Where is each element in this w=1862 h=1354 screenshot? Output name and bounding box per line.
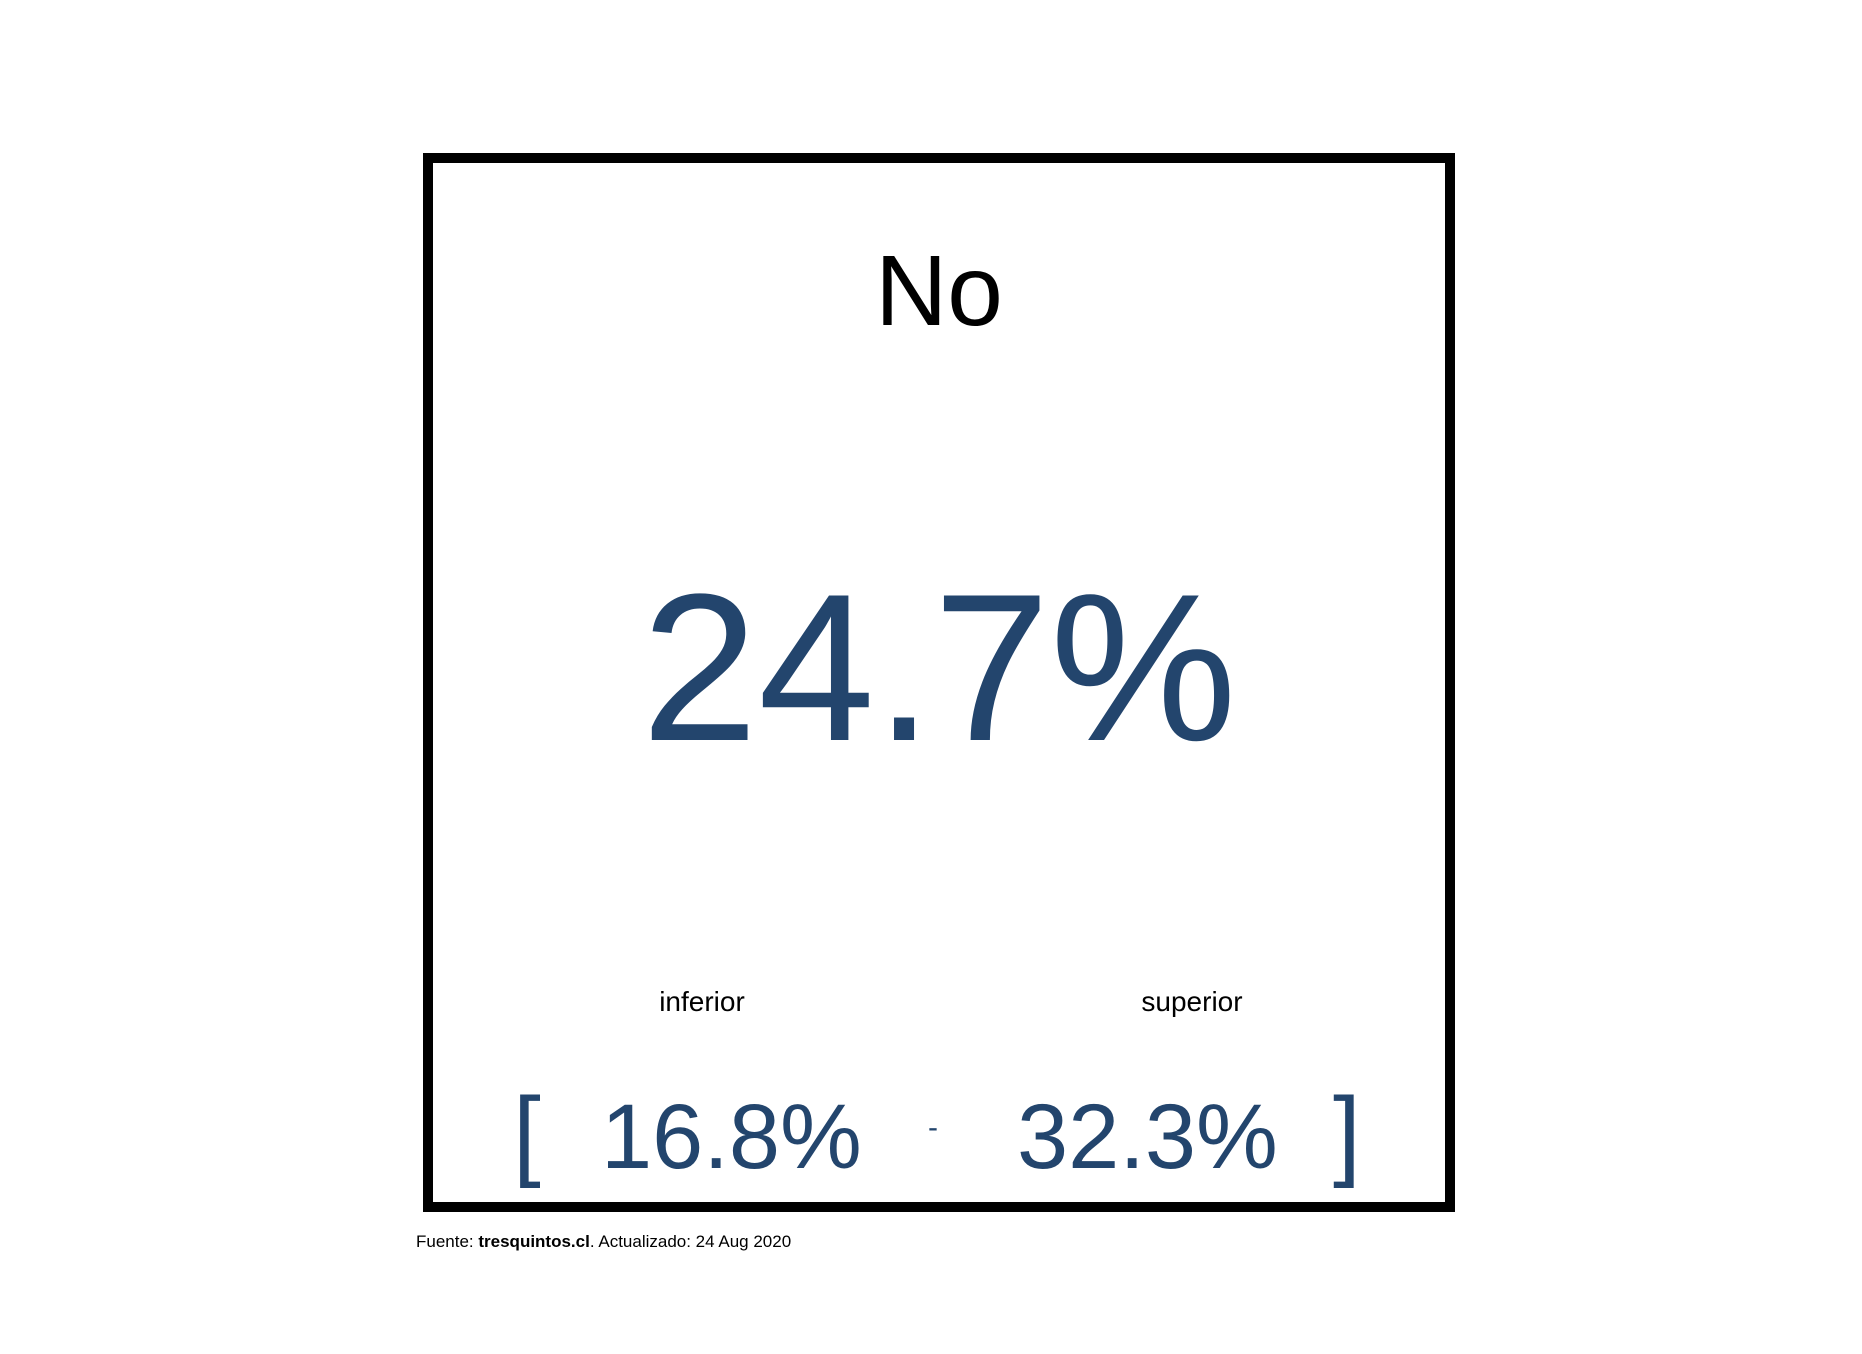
interval-separator: - — [928, 1111, 938, 1144]
estimate-value: 24.7% — [641, 550, 1237, 785]
upper-bound-value: 32.3% — [1017, 1086, 1278, 1188]
source-prefix: Fuente: — [416, 1232, 479, 1251]
upper-bound-label: superior — [1141, 986, 1243, 1017]
confidence-interval: [ 16.8% - 32.3% ] — [433, 1083, 1445, 1193]
source-footer: Fuente: tresquintos.cl. Actualizado: 24 … — [416, 1233, 791, 1250]
updated-text: . Actualizado: 24 Aug 2020 — [589, 1232, 792, 1251]
close-bracket: ] — [1333, 1077, 1361, 1189]
card-title: No — [875, 235, 1003, 347]
lower-bound-value: 16.8% — [601, 1086, 862, 1188]
lower-bound-label: inferior — [659, 986, 745, 1017]
source-link[interactable]: tresquintos.cl — [478, 1232, 590, 1251]
open-bracket: [ — [513, 1077, 541, 1189]
estimate-card: No 24.7% inferior superior [ 16.8% - 32.… — [423, 153, 1455, 1212]
